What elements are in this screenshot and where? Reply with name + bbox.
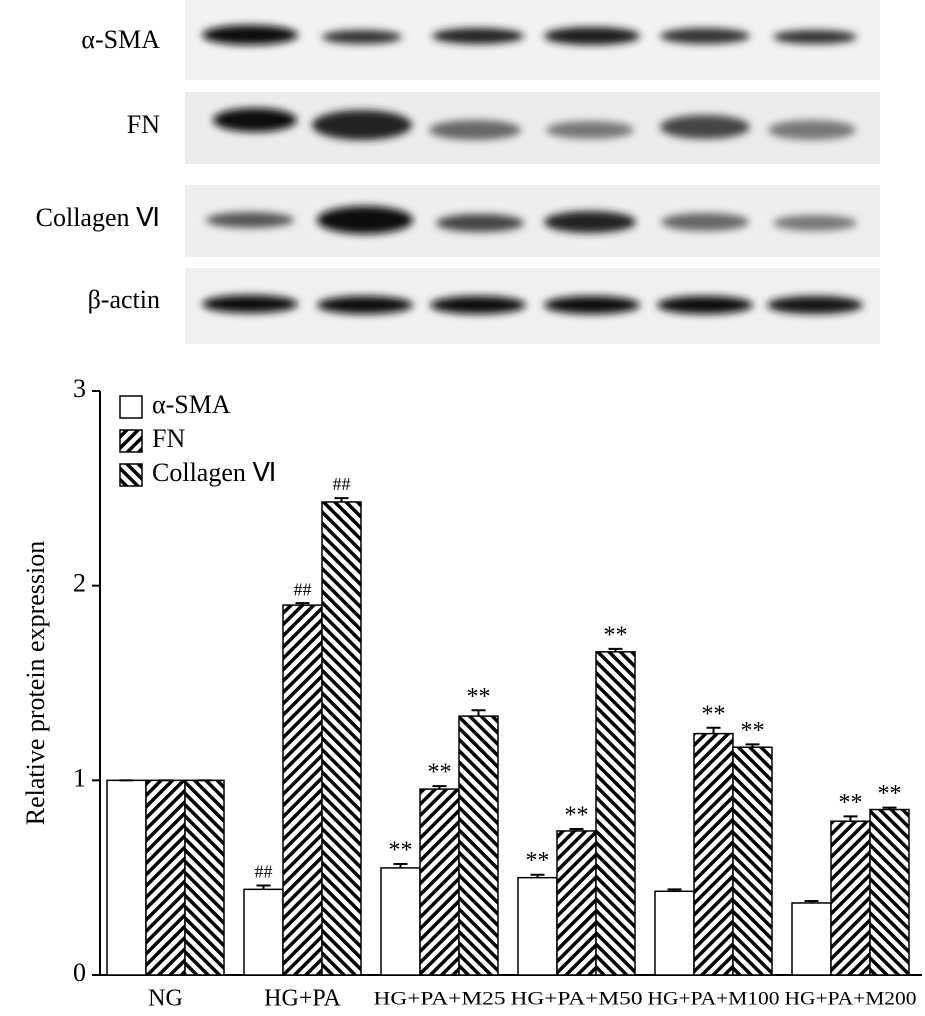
x-tick-label: HG+PA+M100 (648, 988, 780, 1009)
legend-swatch (119, 429, 143, 453)
error-bar (569, 828, 584, 831)
bar (732, 746, 773, 976)
significance-label: ** (702, 701, 726, 727)
error-bar (432, 785, 447, 790)
blot: α-SMA FN Collagen Ⅵ β-actin (36, 0, 880, 344)
bar (869, 808, 910, 976)
error-bar (608, 647, 623, 652)
blot-row (185, 185, 880, 257)
x-tick-label: HG+PA+M200 (785, 988, 917, 1009)
significance-label: ## (294, 579, 312, 599)
bar (380, 867, 421, 976)
significance-label: ** (428, 760, 452, 786)
bar (830, 820, 871, 976)
error-bar (843, 815, 858, 822)
legend-swatch (119, 463, 143, 487)
blot-label: FN (127, 110, 160, 139)
bar (243, 888, 284, 976)
bar (106, 779, 147, 976)
bar (282, 604, 323, 976)
legend-label: Collagen Ⅵ (152, 458, 276, 487)
bar (693, 732, 734, 976)
error-bar (530, 873, 545, 878)
bar (595, 651, 636, 976)
error-bar (256, 884, 271, 890)
y-tick-label: 3 (73, 374, 86, 403)
error-bar (295, 602, 310, 606)
error-bar (667, 888, 682, 892)
error-bar (471, 709, 486, 717)
significance-label: ## (333, 474, 351, 494)
blot-row (185, 0, 880, 80)
y-axis-label: Relative protein expression (21, 541, 50, 825)
y-tick-label: 2 (73, 569, 86, 598)
error-bar (706, 726, 721, 734)
error-bar (882, 806, 897, 810)
error-bar (804, 900, 819, 903)
bar (458, 715, 499, 976)
bar (517, 876, 558, 976)
bands (202, 25, 863, 314)
blot-row (185, 92, 880, 164)
x-tick-label: NG (148, 986, 183, 1012)
blot-label: β-actin (88, 285, 160, 314)
bar (791, 902, 832, 976)
bar (145, 779, 186, 976)
y-tick-label: 1 (73, 763, 86, 792)
error-bar (745, 743, 760, 748)
significance-label: ** (878, 781, 902, 807)
bar (321, 501, 362, 976)
bar (654, 890, 695, 976)
legend-label: FN (152, 424, 185, 453)
significance-label: ## (255, 862, 273, 882)
significance-label: ** (526, 848, 550, 874)
significance-label: ** (565, 803, 589, 829)
significance-label: ** (741, 718, 765, 744)
blot-label: α-SMA (81, 25, 160, 54)
significance-label: ** (604, 622, 628, 648)
legend-label: α-SMA (152, 390, 231, 419)
y-tick-label: 0 (73, 958, 86, 987)
blot-label: Collagen Ⅵ (36, 203, 160, 232)
bar (419, 788, 460, 976)
x-tick-label: HG+PA+M25 (374, 988, 506, 1009)
significance-label: ** (839, 790, 863, 816)
blot-row (185, 268, 880, 344)
error-bar (393, 863, 408, 868)
error-bar (334, 497, 349, 502)
significance-label: ** (389, 838, 413, 864)
bar (556, 830, 597, 976)
x-tick-label: HG+PA (264, 986, 341, 1012)
x-tick-label: HG+PA+M50 (511, 988, 643, 1009)
significance-label: ** (467, 684, 491, 710)
bar (184, 779, 225, 976)
legend-swatch (119, 395, 143, 419)
